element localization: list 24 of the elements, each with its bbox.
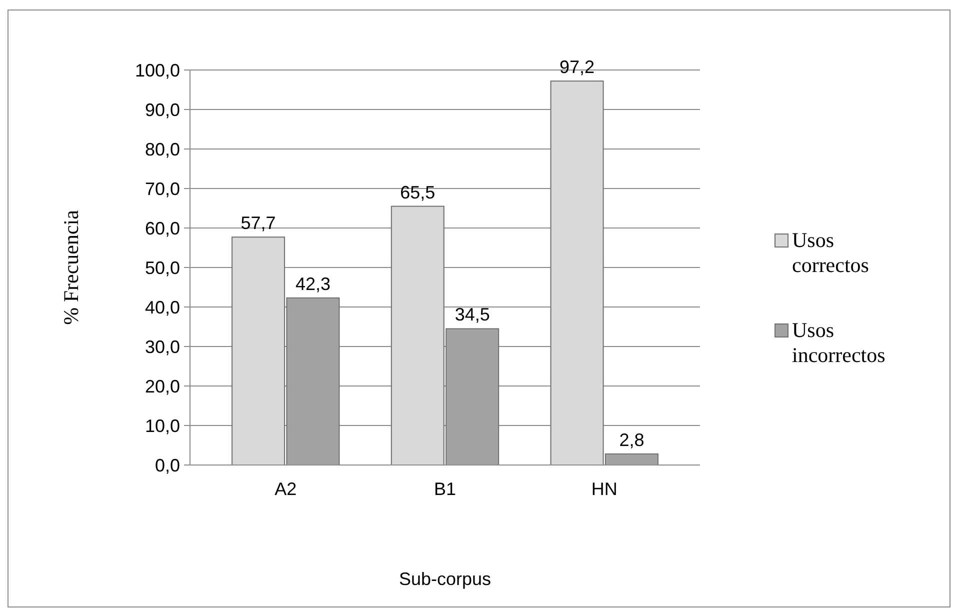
y-tick-label: 20,0 (144, 376, 180, 396)
x-tick-label: HN (591, 479, 618, 499)
y-axis-title: % Frecuencia (59, 209, 83, 325)
data-label: 65,5 (400, 182, 436, 202)
data-label: 2,8 (619, 430, 644, 450)
y-tick-label: 80,0 (144, 139, 180, 160)
y-tick-label: 30,0 (144, 336, 180, 357)
x-axis-title: Sub-corpus (398, 569, 492, 589)
y-tick-label: 90,0 (144, 100, 180, 120)
x-tick-label: A2 (274, 479, 297, 499)
legend-label: Usos correctos (792, 228, 869, 277)
x-tick-label: B1 (434, 479, 456, 499)
y-tick-label: 0,0 (154, 455, 180, 476)
y-tick-label: 70,0 (144, 178, 180, 199)
y-tick-label: 60,0 (144, 218, 180, 238)
y-tick-label: 10,0 (144, 416, 180, 436)
data-label: 57,7 (240, 213, 276, 234)
y-tick-label: 40,0 (144, 297, 180, 318)
data-label: 34,5 (454, 304, 490, 325)
data-label: 97,2 (560, 57, 595, 78)
data-label: 42,3 (295, 274, 330, 294)
y-tick-label: 50,0 (144, 258, 180, 278)
legend-label: Usos incorrectos (792, 318, 886, 367)
y-tick-label: 100,0 (134, 60, 180, 80)
